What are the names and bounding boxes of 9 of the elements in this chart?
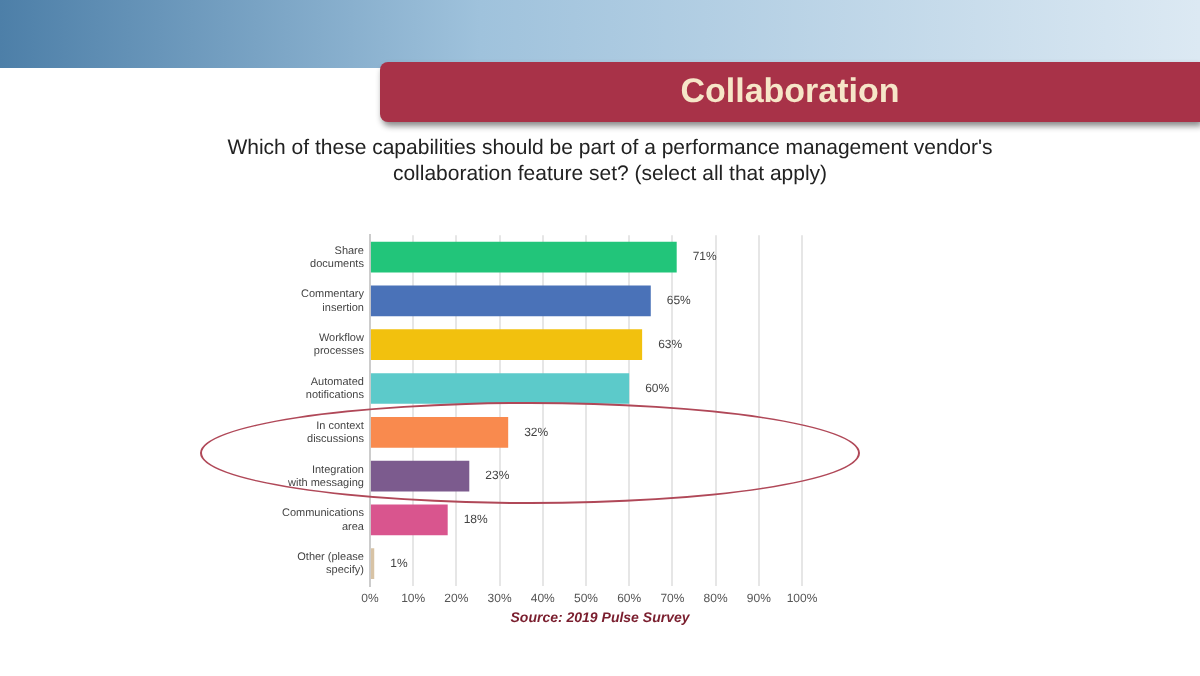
chart-subtitle: Which of these capabilities should be part of a performance management vendor's collaboration feature set? (select all that apply) bbox=[225, 136, 995, 188]
chart-title: Collaboration bbox=[380, 62, 1200, 122]
bar bbox=[370, 460, 470, 492]
bar bbox=[370, 285, 651, 317]
bar bbox=[370, 241, 677, 273]
bar bbox=[370, 416, 509, 448]
bar bbox=[370, 373, 630, 404]
bar bbox=[370, 504, 448, 536]
bar bbox=[370, 329, 643, 361]
